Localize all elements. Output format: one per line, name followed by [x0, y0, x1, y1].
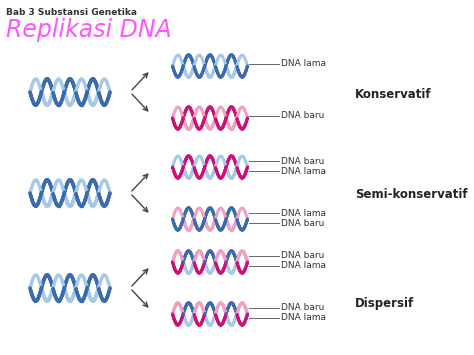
Text: Replikasi DNA: Replikasi DNA: [6, 18, 172, 42]
Text: DNA baru: DNA baru: [282, 251, 325, 261]
Text: DNA lama: DNA lama: [282, 262, 327, 271]
Text: DNA baru: DNA baru: [282, 304, 325, 312]
Text: DNA baru: DNA baru: [282, 157, 325, 165]
Text: Konservatif: Konservatif: [355, 87, 432, 100]
Text: Semi-konservatif: Semi-konservatif: [355, 189, 468, 202]
Text: DNA lama: DNA lama: [282, 208, 327, 218]
Text: DNA baru: DNA baru: [282, 218, 325, 228]
Text: DNA lama: DNA lama: [282, 313, 327, 322]
Text: Dispersif: Dispersif: [355, 296, 414, 310]
Text: DNA baru: DNA baru: [282, 111, 325, 120]
Text: DNA lama: DNA lama: [282, 60, 327, 69]
Text: DNA lama: DNA lama: [282, 166, 327, 175]
Text: Bab 3 Substansi Genetika: Bab 3 Substansi Genetika: [6, 8, 137, 17]
